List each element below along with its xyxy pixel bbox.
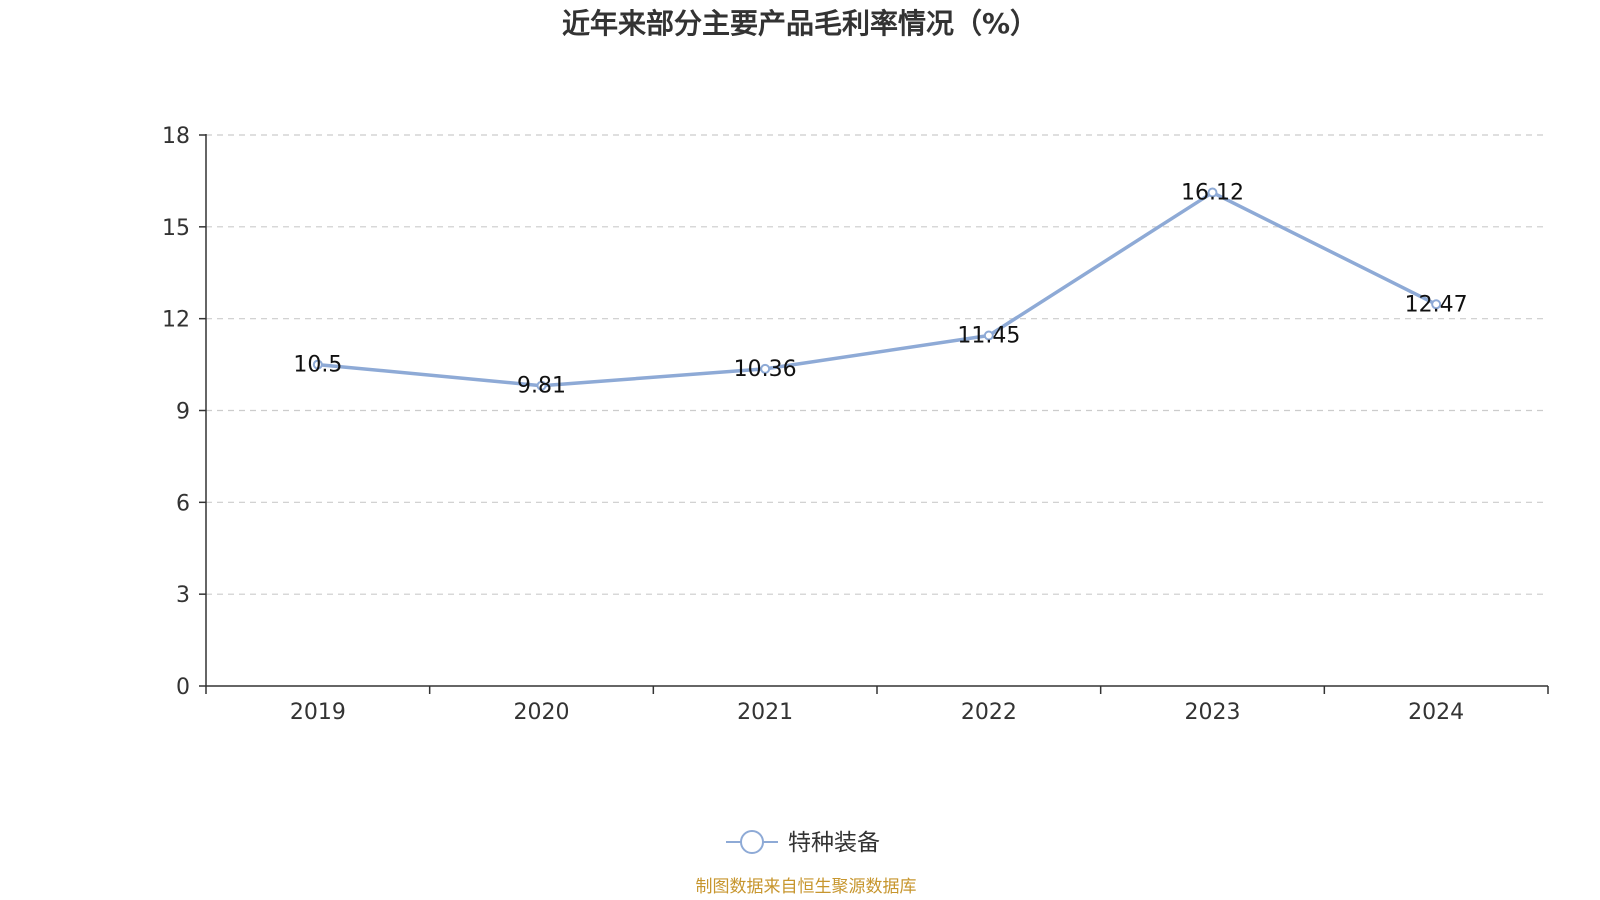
y-tick-label: 0 [176,675,190,700]
series-line-特种装备 [317,190,1437,388]
legend-circle-marker [740,830,764,854]
y-tick-label: 3 [176,583,190,608]
y-tick-label: 9 [176,400,190,425]
data-label-2024: 12.47 [1405,292,1468,317]
data-point-2024 [1431,299,1442,310]
y-tick-label: 18 [162,124,190,149]
data-label-2021: 10.36 [734,357,797,382]
data-label-2019: 10.5 [293,353,342,378]
x-tick-label-2024: 2024 [1408,700,1464,725]
data-point-2023 [1207,187,1218,198]
grid-lines [206,134,1548,595]
legend[interactable]: 特种装备 [726,830,880,856]
series-layer [312,187,1442,391]
data-point-2021 [760,363,771,374]
source-note: 制图数据来自恒生聚源数据库 [696,877,917,897]
data-point-2022 [983,330,994,341]
data-label-2023: 16.12 [1181,181,1244,206]
x-tick-label-2021: 2021 [737,700,793,725]
y-tick-label: 15 [162,216,190,241]
legend-label: 特种装备 [788,830,880,856]
y-tick-label: 6 [176,491,190,516]
y-tick-label: 12 [162,308,190,333]
data-label-2020: 9.81 [517,374,566,399]
data-label-2022: 11.45 [957,324,1020,349]
data-point-2019 [312,359,323,370]
axes: 0 3 6 9 12 15 18 2019 2020 2021 2022 2023 2024 [162,124,1549,725]
chart-title: 近年来部分主要产品毛利率情况（%） [562,7,1038,40]
x-tick-label-2020: 2020 [514,700,570,725]
x-tick-label-2019: 2019 [290,700,346,725]
data-labels: 10.5 9.81 10.36 11.45 16.12 12.47 [293,181,1467,399]
x-tick-label-2023: 2023 [1185,700,1241,725]
data-point-2020 [536,380,547,391]
x-tick-label-2022: 2022 [961,700,1017,725]
